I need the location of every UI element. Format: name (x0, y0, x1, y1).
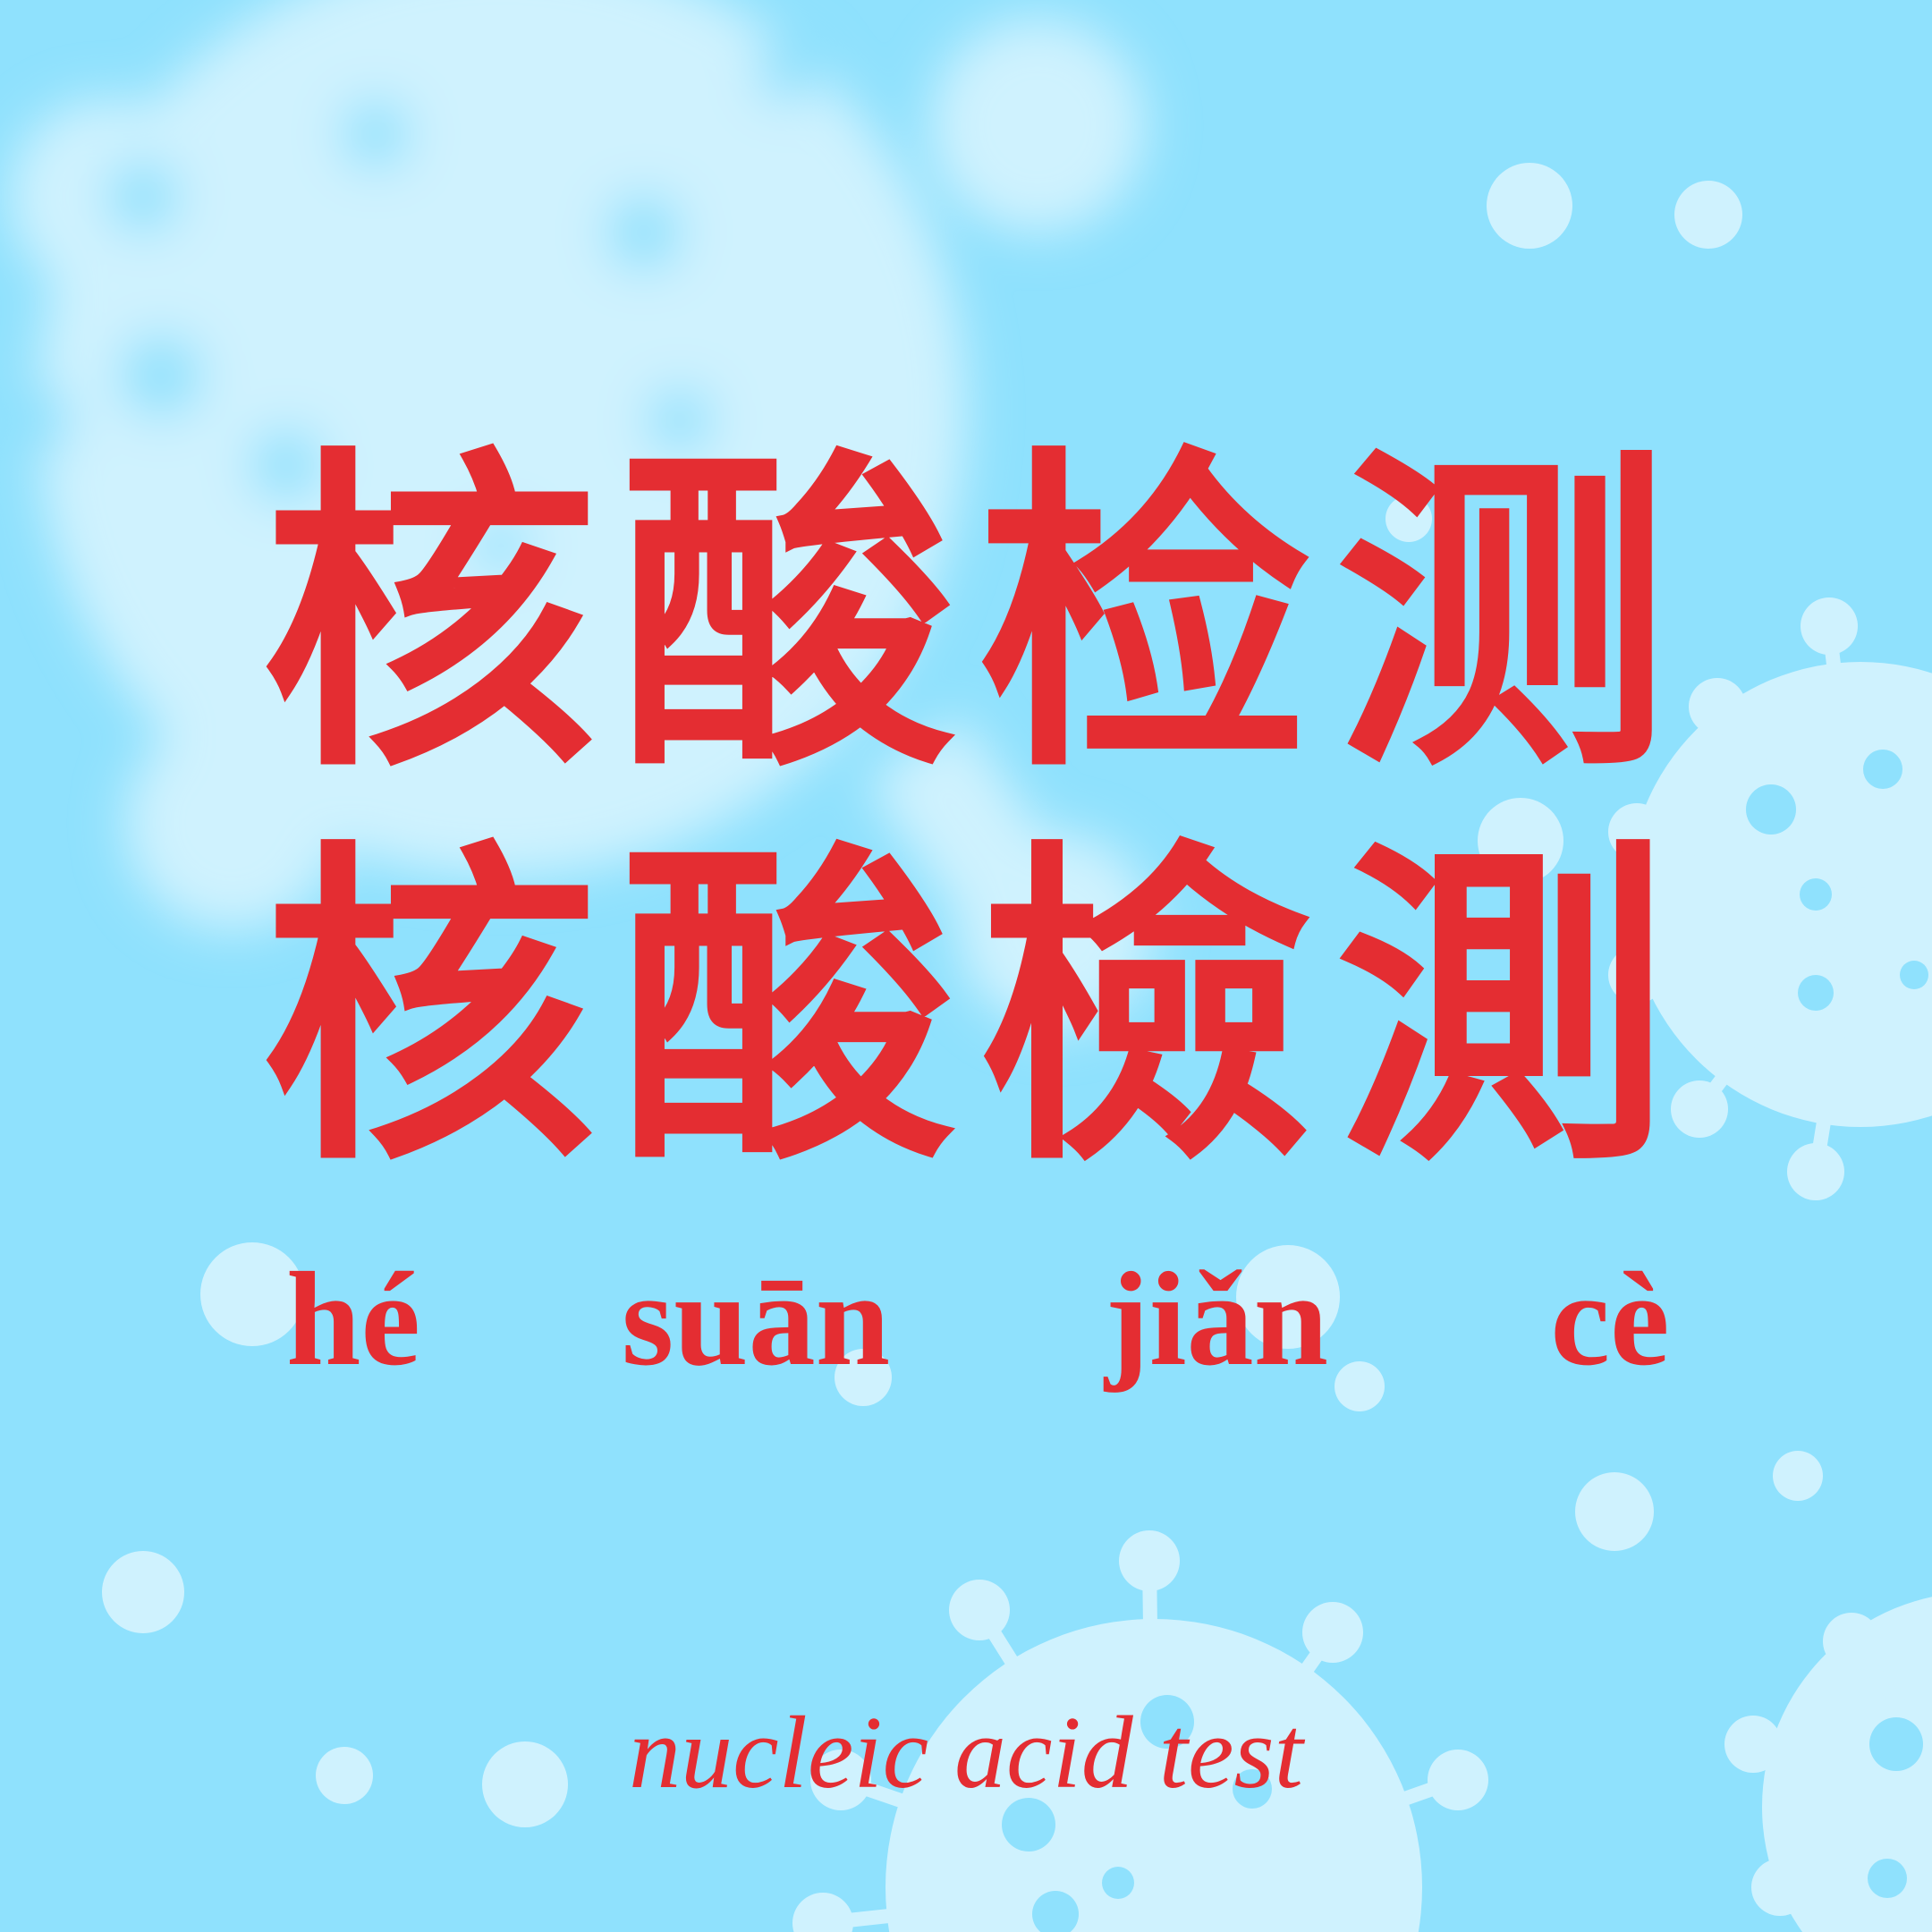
virus-icon (792, 1530, 1488, 1932)
hanzi-character: 检 (977, 422, 1313, 812)
traditional-characters: 核 酸 檢 測 (250, 832, 1682, 1190)
pinyin-syllable: hé (286, 1245, 420, 1394)
pinyin-syllable: jiǎn (1104, 1245, 1329, 1394)
hanzi-character: 測 (1335, 816, 1671, 1206)
hanzi-character: 核 (261, 816, 597, 1206)
virus-icon (1724, 1597, 1932, 1932)
hanzi-character: 酸 (619, 422, 955, 812)
hanzi-character: 檢 (977, 816, 1313, 1206)
virus-icon (1608, 597, 1932, 1200)
simplified-characters: 核 酸 检 测 (250, 438, 1682, 796)
hanzi-character: 核 (261, 422, 597, 812)
hanzi-character: 酸 (619, 816, 955, 1206)
pinyin-syllable: suān (621, 1245, 891, 1394)
english-translation: nucleic acid test (629, 1696, 1303, 1810)
virus-icon (0, 0, 1154, 1029)
pinyin-syllable: cè (1550, 1245, 1670, 1394)
hanzi-character: 测 (1335, 422, 1671, 812)
pinyin-line: hé suān jiǎn cè (0, 1243, 1932, 1395)
